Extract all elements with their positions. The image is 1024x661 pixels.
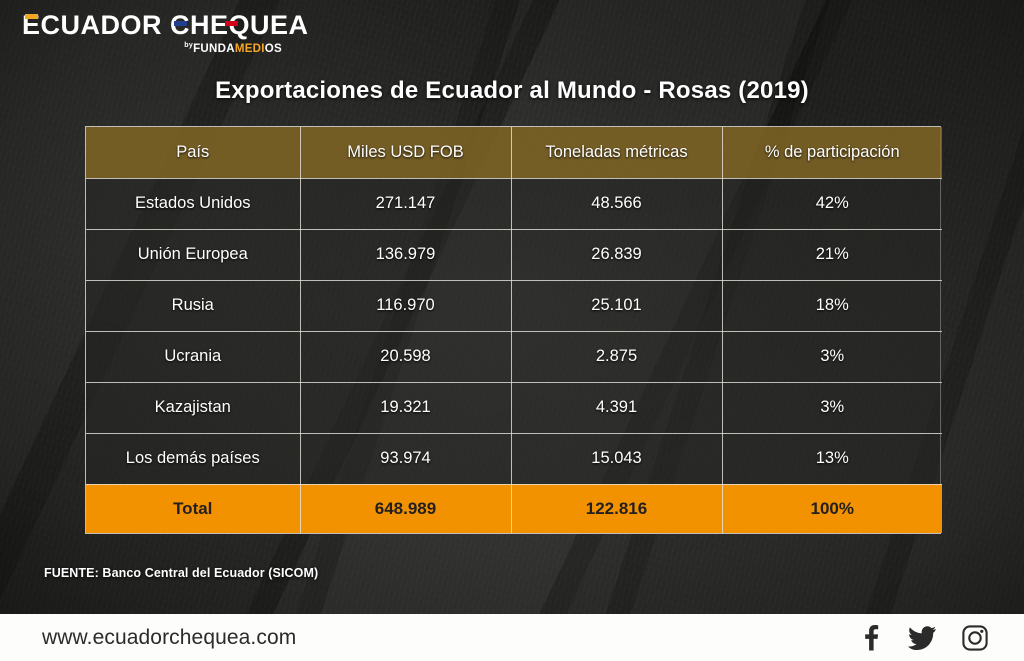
cell-toneladas: 2.875: [511, 331, 723, 383]
cell-participacion: 13%: [722, 433, 942, 485]
cell-pais: Unión Europea: [86, 229, 301, 281]
cell-participacion: 3%: [722, 331, 942, 383]
cell-toneladas: 4.391: [511, 382, 723, 434]
cell-fob: 19.321: [300, 382, 512, 434]
cell-fob: 271.147: [300, 178, 512, 230]
logo-subbrand: byFUNDAMEDIOS: [184, 42, 282, 55]
cell-participacion: 21%: [722, 229, 942, 281]
brand-logo[interactable]: ECUADOR CHEQUEA byFUNDAMEDIOS: [22, 10, 309, 60]
table-total-row: Total 648.989 122.816 100%: [86, 484, 942, 533]
cell-total-label: Total: [86, 484, 301, 533]
cell-pais: Rusia: [86, 280, 301, 332]
source-note: FUENTE: Banco Central del Ecuador (SICOM…: [44, 566, 319, 580]
twitter-icon[interactable]: [908, 625, 936, 650]
logo-accent-yellow-icon: [25, 14, 38, 19]
logo-accent-red-icon: [225, 21, 238, 26]
cell-fob: 20.598: [300, 331, 512, 383]
logo-accent-blue-icon: [174, 21, 187, 26]
cell-total-toneladas: 122.816: [511, 484, 723, 533]
cell-toneladas: 26.839: [511, 229, 723, 281]
page-title: Exportaciones de Ecuador al Mundo - Rosa…: [215, 77, 809, 104]
table-row: Unión Europea 136.979 26.839 21%: [86, 229, 942, 281]
column-header-participacion: % de participación: [722, 127, 942, 179]
cell-pais: Ucrania: [86, 331, 301, 383]
logo-wordmark: ECUADOR CHEQUEA: [22, 10, 309, 40]
cell-participacion: 42%: [722, 178, 942, 230]
cell-total-participacion: 100%: [722, 484, 942, 533]
column-header-miles-usd-fob: Miles USD FOB: [300, 127, 512, 179]
cell-toneladas: 48.566: [511, 178, 723, 230]
column-header-toneladas: Toneladas métricas: [511, 127, 723, 179]
cell-toneladas: 15.043: [511, 433, 723, 485]
exports-table: País Miles USD FOB Toneladas métricas % …: [86, 127, 942, 533]
table-row: Kazajistan 19.321 4.391 3%: [86, 382, 942, 434]
table-row: Rusia 116.970 25.101 18%: [86, 280, 942, 332]
instagram-icon[interactable]: [962, 624, 988, 651]
exports-table-container: País Miles USD FOB Toneladas métricas % …: [85, 126, 942, 534]
social-links: [860, 624, 988, 651]
cell-total-fob: 648.989: [300, 484, 512, 533]
footer-website-url[interactable]: www.ecuadorchequea.com: [42, 625, 297, 649]
table-body: Estados Unidos 271.147 48.566 42% Unión …: [86, 178, 942, 533]
cell-participacion: 3%: [722, 382, 942, 434]
table-row: Estados Unidos 271.147 48.566 42%: [86, 178, 942, 230]
table-row: Ucrania 20.598 2.875 3%: [86, 331, 942, 383]
footer-bar: www.ecuadorchequea.com: [0, 614, 1024, 661]
table-row: Los demás países 93.974 15.043 13%: [86, 433, 942, 485]
cell-participacion: 18%: [722, 280, 942, 332]
facebook-icon[interactable]: [860, 624, 882, 651]
logo-subbrand-medi: MEDI: [234, 43, 265, 55]
logo-subbrand-by: by: [184, 42, 194, 49]
table-header-row: País Miles USD FOB Toneladas métricas % …: [86, 127, 942, 179]
cell-pais: Estados Unidos: [86, 178, 301, 230]
cell-pais: Los demás países: [86, 433, 301, 485]
cell-fob: 93.974: [300, 433, 512, 485]
cell-fob: 116.970: [300, 280, 512, 332]
table-header: País Miles USD FOB Toneladas métricas % …: [86, 127, 942, 179]
logo-subbrand-funda: FUNDA: [193, 43, 235, 55]
cell-fob: 136.979: [300, 229, 512, 281]
column-header-pais: País: [86, 127, 301, 179]
logo-subbrand-os: OS: [264, 43, 282, 55]
cell-pais: Kazajistan: [86, 382, 301, 434]
cell-toneladas: 25.101: [511, 280, 723, 332]
